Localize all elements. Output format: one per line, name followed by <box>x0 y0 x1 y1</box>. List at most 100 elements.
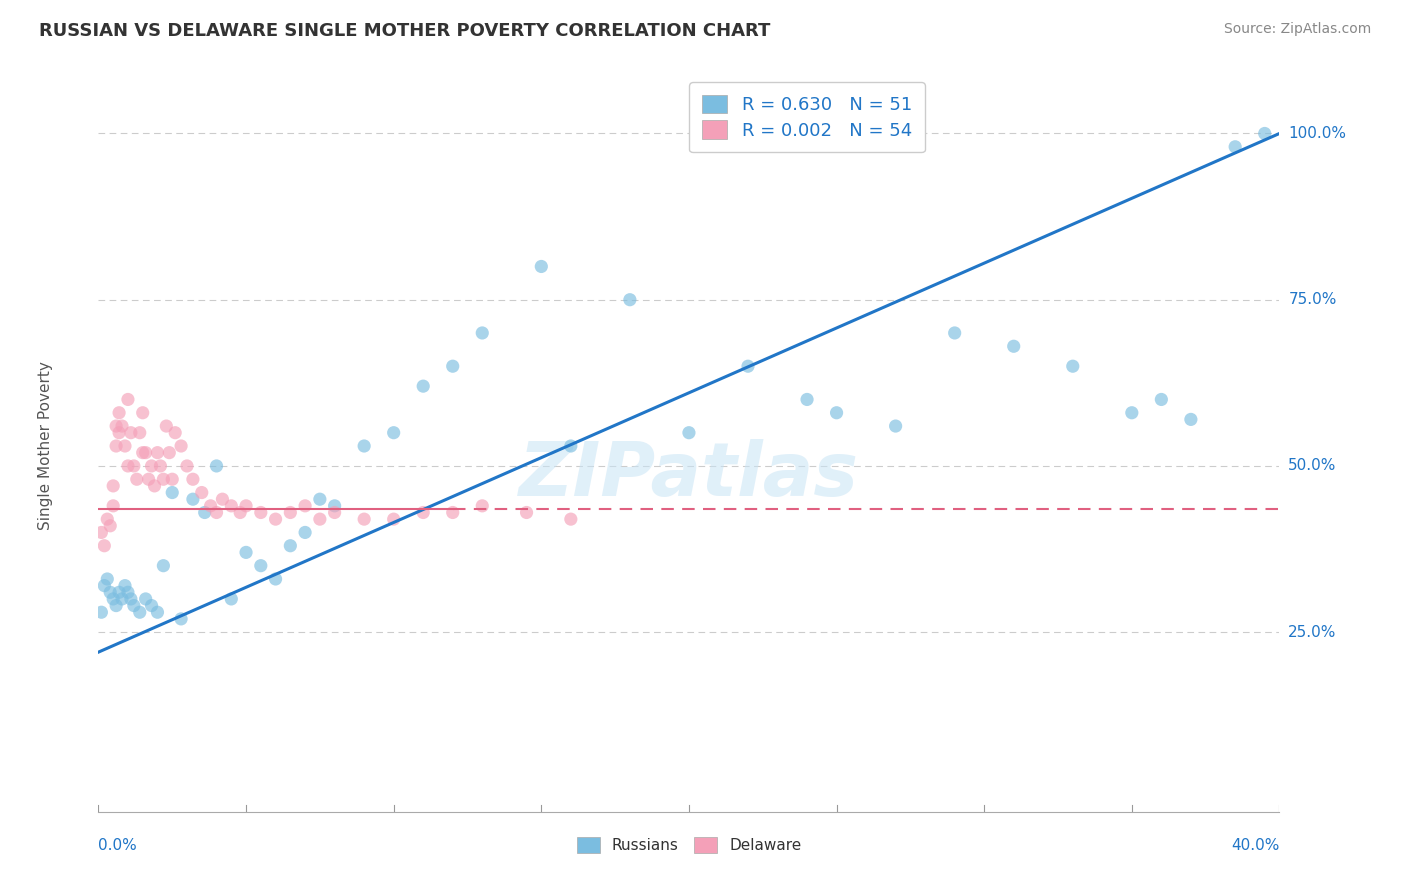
Point <box>120 591 142 606</box>
Point <box>294 499 316 513</box>
Point <box>125 472 148 486</box>
Point <box>122 458 145 473</box>
Point <box>323 499 346 513</box>
Point <box>181 492 204 507</box>
Point <box>108 406 131 420</box>
Point <box>471 326 494 340</box>
Text: 40.0%: 40.0% <box>1232 838 1279 854</box>
Point <box>108 585 131 599</box>
Point <box>128 605 150 619</box>
Point <box>114 439 136 453</box>
Point <box>205 506 228 520</box>
Point <box>105 599 128 613</box>
Text: 100.0%: 100.0% <box>1288 126 1347 141</box>
Point <box>162 485 183 500</box>
Point <box>146 445 169 459</box>
Point <box>141 599 163 613</box>
Point <box>678 425 700 440</box>
Point <box>737 359 759 374</box>
Point <box>111 591 134 606</box>
Point <box>162 472 183 486</box>
Point <box>1150 392 1173 407</box>
Point <box>353 439 375 453</box>
Point <box>93 539 115 553</box>
Point <box>103 499 125 513</box>
Point <box>323 506 346 520</box>
Point <box>560 512 582 526</box>
Point <box>90 605 112 619</box>
Point <box>122 599 145 613</box>
Point <box>796 392 818 407</box>
Point <box>264 572 287 586</box>
Text: 0.0%: 0.0% <box>98 838 138 854</box>
Point <box>157 445 180 459</box>
Text: 50.0%: 50.0% <box>1288 458 1337 474</box>
Point <box>152 558 174 573</box>
Text: 25.0%: 25.0% <box>1288 624 1337 640</box>
Point <box>146 605 169 619</box>
Point <box>1225 140 1247 154</box>
Point <box>98 585 121 599</box>
Point <box>516 506 538 520</box>
Point <box>103 591 125 606</box>
Point <box>309 492 332 507</box>
Point <box>170 439 193 453</box>
Legend: Russians, Delaware: Russians, Delaware <box>571 830 807 859</box>
Point <box>560 439 582 453</box>
Point <box>149 458 172 473</box>
Point <box>943 326 966 340</box>
Point <box>235 545 257 559</box>
Point <box>111 419 134 434</box>
Point <box>825 406 848 420</box>
Point <box>264 512 287 526</box>
Point <box>117 585 139 599</box>
Point <box>132 445 155 459</box>
Point <box>103 479 125 493</box>
Point <box>353 512 375 526</box>
Point <box>211 492 233 507</box>
Point <box>619 293 641 307</box>
Point <box>205 458 228 473</box>
Point <box>96 572 118 586</box>
Point <box>128 425 150 440</box>
Point <box>1121 406 1143 420</box>
Point <box>143 479 166 493</box>
Point <box>530 260 553 274</box>
Point <box>229 506 252 520</box>
Point <box>441 359 464 374</box>
Point <box>181 472 204 486</box>
Point <box>165 425 187 440</box>
Point <box>194 506 217 520</box>
Point <box>1002 339 1025 353</box>
Point <box>191 485 214 500</box>
Point <box>221 591 243 606</box>
Point <box>105 419 128 434</box>
Point <box>382 512 405 526</box>
Point <box>250 506 273 520</box>
Point <box>471 499 494 513</box>
Text: Source: ZipAtlas.com: Source: ZipAtlas.com <box>1223 22 1371 37</box>
Point <box>132 406 155 420</box>
Point <box>176 458 198 473</box>
Point <box>117 392 139 407</box>
Point <box>280 506 302 520</box>
Point <box>1254 127 1277 141</box>
Point <box>412 379 434 393</box>
Point <box>294 525 316 540</box>
Point <box>1062 359 1084 374</box>
Point <box>155 419 177 434</box>
Point <box>114 579 136 593</box>
Point <box>135 591 157 606</box>
Point <box>170 612 193 626</box>
Point <box>96 512 118 526</box>
Text: ZIPatlas: ZIPatlas <box>519 439 859 512</box>
Text: Single Mother Poverty: Single Mother Poverty <box>38 361 53 531</box>
Point <box>138 472 160 486</box>
Point <box>250 558 273 573</box>
Point <box>884 419 907 434</box>
Point <box>141 458 163 473</box>
Point <box>105 439 128 453</box>
Point <box>382 425 405 440</box>
Point <box>135 445 157 459</box>
Point <box>221 499 243 513</box>
